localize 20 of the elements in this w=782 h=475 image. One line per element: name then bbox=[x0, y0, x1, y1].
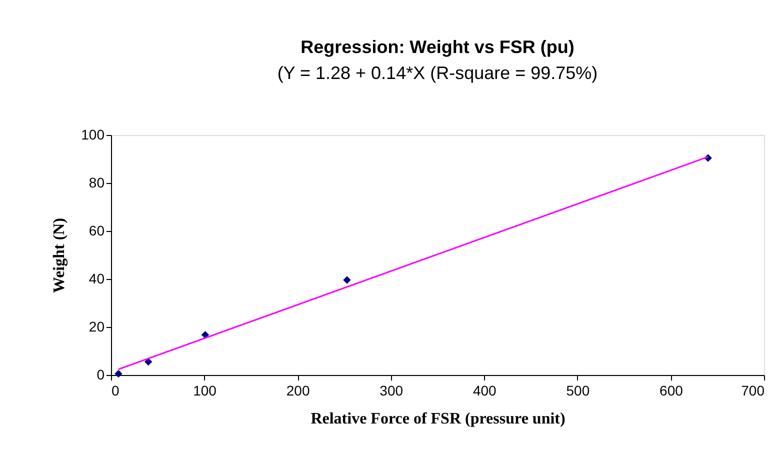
y-tick-label: 0 bbox=[96, 366, 105, 382]
point bbox=[343, 276, 351, 284]
x-tick-label: 0 bbox=[112, 382, 120, 398]
y-tick-label: 20 bbox=[88, 318, 105, 334]
x-tick-label: 400 bbox=[472, 382, 497, 398]
y-axis-title: Weight (N) bbox=[51, 218, 68, 294]
x-tick-label: 200 bbox=[286, 382, 310, 398]
x-tick-label: 600 bbox=[660, 382, 684, 398]
chart-title: Regression: Weight vs FSR (pu) bbox=[300, 37, 574, 57]
x-tick-label: 700 bbox=[741, 382, 765, 398]
chart-subtitle: (Y = 1.28 + 0.14*X (R-square = 99.75%) bbox=[277, 63, 598, 83]
y-tick-label: 100 bbox=[81, 126, 105, 142]
y-tick-label: 60 bbox=[88, 222, 105, 238]
x-tick-label: 500 bbox=[566, 382, 590, 398]
y-tick-label: 80 bbox=[88, 174, 105, 190]
y-tick-label: 40 bbox=[88, 270, 105, 286]
point bbox=[114, 370, 122, 378]
x-axis-title: Relative Force of FSR (pressure unit) bbox=[310, 410, 566, 428]
x-tick-label: 100 bbox=[193, 382, 217, 398]
x-tick-label: 300 bbox=[380, 382, 404, 398]
